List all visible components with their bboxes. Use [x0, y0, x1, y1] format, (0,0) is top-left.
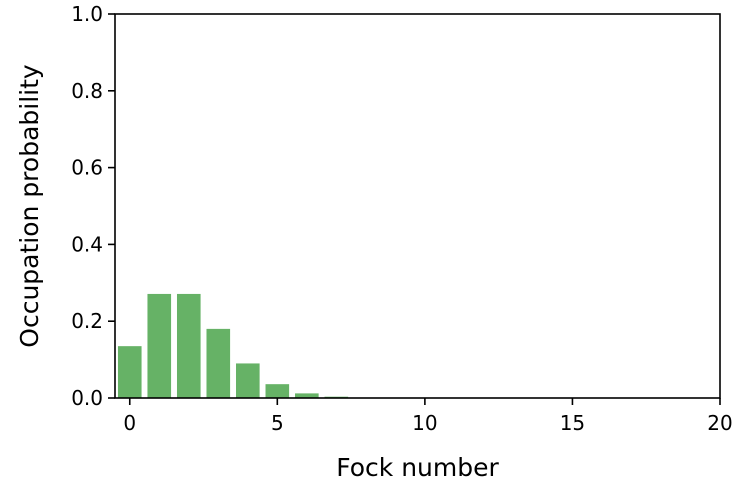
y-axis-label: Occupation probability: [15, 64, 44, 348]
bar: [295, 393, 319, 398]
x-tick-label: 10: [412, 411, 437, 435]
y-tick-label: 0.0: [71, 386, 103, 410]
bar: [206, 328, 231, 398]
bar: [236, 363, 260, 398]
y-tick-label: 1.0: [71, 2, 103, 26]
y-tick-label: 0.8: [71, 79, 103, 103]
y-tick-label: 0.4: [71, 232, 103, 256]
bars: [117, 293, 467, 398]
bar: [147, 293, 172, 398]
x-axis-label: Fock number: [336, 453, 499, 482]
y-tick-label: 0.2: [71, 309, 103, 333]
x-tick-label: 15: [560, 411, 585, 435]
y-tick-label: 0.6: [71, 156, 103, 180]
x-tick-label: 0: [123, 411, 136, 435]
plot-frame: [114, 13, 721, 399]
x-tick-label: 20: [707, 411, 732, 435]
y-axis-ticks: 0.0 0.2 0.4 0.6 0.8 1.0: [71, 2, 115, 410]
bar: [176, 293, 201, 398]
bar: [117, 346, 142, 398]
x-tick-label: 5: [271, 411, 284, 435]
x-axis-ticks: 0 5 10 15 20: [123, 398, 733, 435]
bar: [265, 384, 290, 398]
